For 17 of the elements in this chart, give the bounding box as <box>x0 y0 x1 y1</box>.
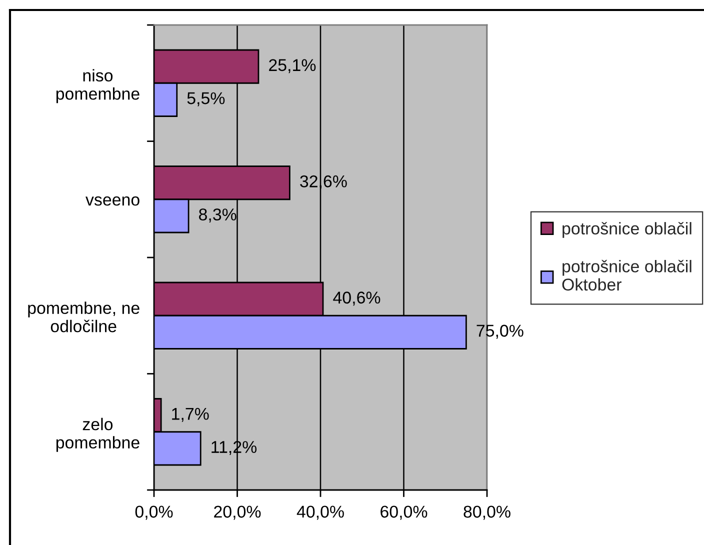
legend-label: potrošnice oblačil Oktober <box>562 260 692 291</box>
y-tick-label: vseeno <box>86 196 140 206</box>
data-label: 25,1% <box>269 59 316 74</box>
x-tick-label: 80,0% <box>464 506 510 520</box>
data-label: 40,6% <box>333 292 380 306</box>
data-label: 8,3% <box>199 208 236 222</box>
x-tick-label: 60,0% <box>380 506 428 520</box>
y-tick-label: zelo pomembne <box>56 418 140 452</box>
x-tick-label: 40,0% <box>296 506 344 520</box>
data-label: 5,5% <box>187 92 225 106</box>
x-tick-label: 0,0% <box>135 506 173 520</box>
x-tick-label: 20,0% <box>214 506 261 520</box>
legend-label: potrošnice oblačil <box>562 222 692 238</box>
y-tick-label: pomembne, ne odločilne <box>28 302 140 332</box>
data-label: 1,7% <box>172 408 209 422</box>
y-tick-label: niso pomembne <box>56 69 140 104</box>
data-label: 75,0% <box>476 324 524 339</box>
